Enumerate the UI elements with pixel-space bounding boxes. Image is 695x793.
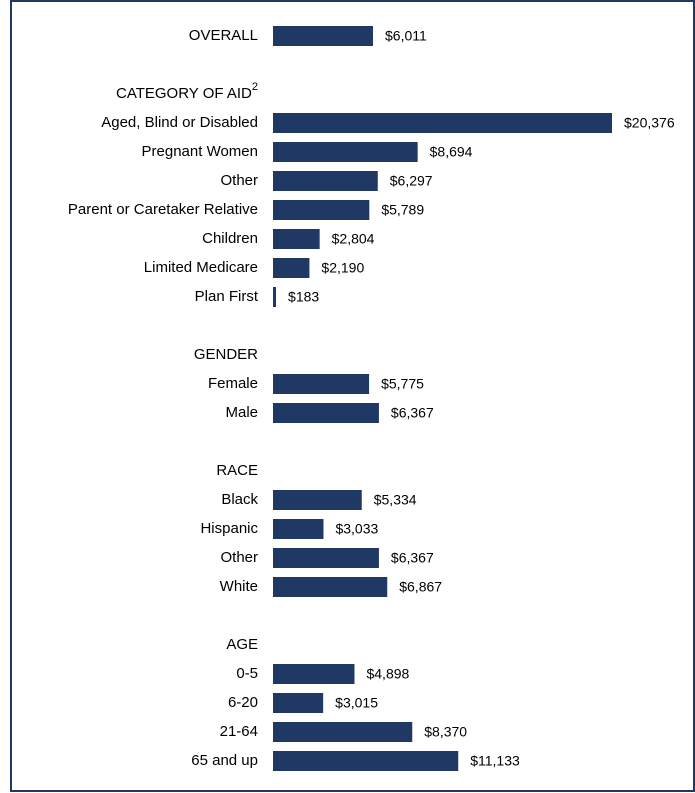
value-label: $6,367 bbox=[391, 405, 434, 421]
bar bbox=[273, 171, 378, 191]
value-label: $11,133 bbox=[470, 753, 520, 769]
bar bbox=[273, 374, 370, 394]
bar bbox=[273, 287, 277, 307]
category-label: Pregnant Women bbox=[142, 143, 258, 160]
bar bbox=[273, 490, 362, 510]
group-header-text: AGE bbox=[226, 636, 258, 653]
category-label: Children bbox=[202, 230, 258, 247]
value-label: $5,789 bbox=[381, 202, 424, 218]
value-label: $8,694 bbox=[430, 144, 473, 160]
value-label: $5,775 bbox=[381, 376, 424, 392]
bar bbox=[273, 229, 320, 249]
group-header-text: GENDER bbox=[194, 346, 258, 363]
value-label: $8,370 bbox=[424, 724, 467, 740]
category-label: Parent or Caretaker Relative bbox=[68, 201, 258, 218]
category-label: 65 and up bbox=[191, 752, 258, 769]
bar bbox=[273, 26, 374, 46]
value-label: $5,334 bbox=[374, 492, 417, 508]
bar bbox=[273, 403, 379, 423]
value-label: $6,367 bbox=[391, 550, 434, 566]
bar bbox=[273, 664, 355, 684]
category-label: Other bbox=[220, 549, 258, 566]
value-label: $2,190 bbox=[321, 260, 364, 276]
value-label: $4,898 bbox=[366, 666, 409, 682]
value-label: $183 bbox=[288, 289, 319, 305]
value-label: $6,867 bbox=[399, 579, 442, 595]
category-label: Plan First bbox=[195, 288, 259, 305]
category-label: 6-20 bbox=[228, 694, 258, 711]
category-label: Hispanic bbox=[200, 520, 258, 537]
value-label: $6,297 bbox=[390, 173, 433, 189]
bar bbox=[273, 693, 324, 713]
group-header-text: CATEGORY OF AID bbox=[116, 85, 252, 102]
bar bbox=[273, 722, 413, 742]
value-label: $20,376 bbox=[624, 115, 675, 131]
bar bbox=[273, 258, 310, 278]
group-header: GENDER bbox=[194, 346, 258, 363]
group-header: RACE bbox=[216, 462, 258, 479]
bar bbox=[273, 519, 324, 539]
footnote-mark: 2 bbox=[252, 81, 258, 93]
category-label: White bbox=[220, 578, 258, 595]
value-label: $3,033 bbox=[335, 521, 378, 537]
value-label: $6,011 bbox=[385, 28, 427, 44]
bar bbox=[273, 751, 459, 771]
bar bbox=[273, 200, 370, 220]
category-label: Black bbox=[221, 491, 258, 508]
category-label: Female bbox=[208, 375, 258, 392]
category-label: Limited Medicare bbox=[144, 259, 258, 276]
frame bbox=[10, 0, 695, 792]
bar bbox=[273, 577, 388, 597]
category-label: Aged, Blind or Disabled bbox=[101, 114, 258, 131]
category-label: Other bbox=[220, 172, 258, 189]
category-label: Male bbox=[225, 404, 258, 421]
bar bbox=[273, 548, 379, 568]
value-label: $3,015 bbox=[335, 695, 378, 711]
value-label: $2,804 bbox=[332, 231, 375, 247]
group-header-text: RACE bbox=[216, 462, 258, 479]
category-label: OVERALL bbox=[189, 27, 258, 44]
bar bbox=[273, 113, 612, 133]
bar bbox=[273, 142, 418, 162]
category-label: 21-64 bbox=[220, 723, 258, 740]
group-header: CATEGORY OF AID2 bbox=[116, 81, 258, 102]
category-label: 0-5 bbox=[236, 665, 258, 682]
group-header: AGE bbox=[226, 636, 258, 653]
